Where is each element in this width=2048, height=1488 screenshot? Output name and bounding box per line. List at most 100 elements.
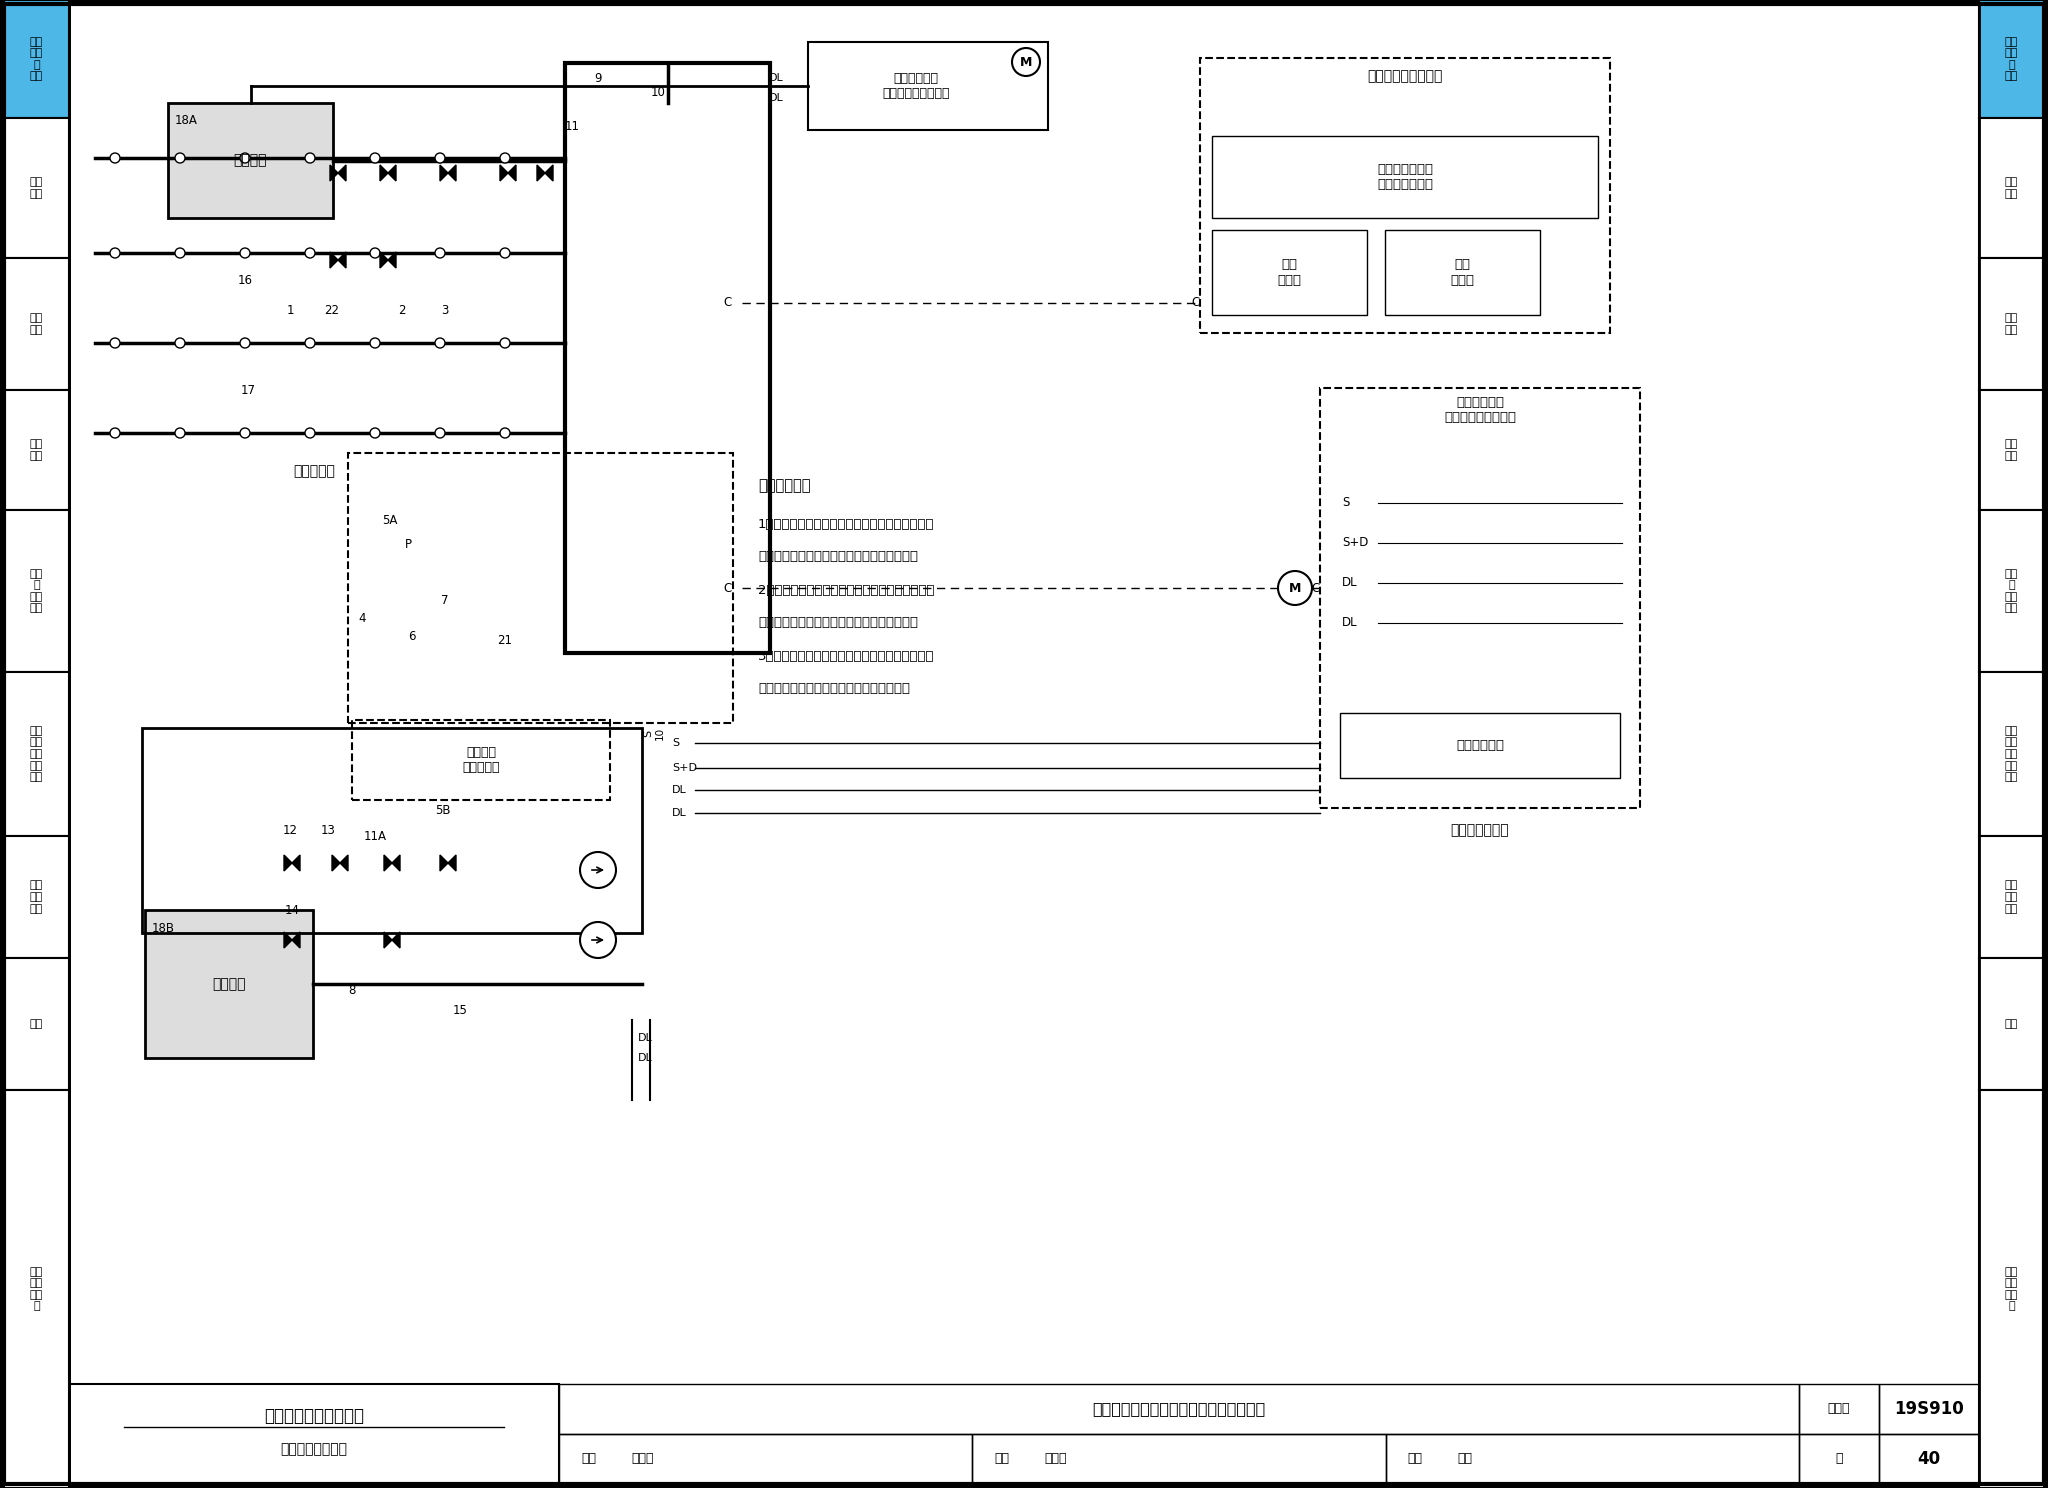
Bar <box>4 673 70 836</box>
Bar <box>973 1434 1386 1484</box>
Circle shape <box>240 248 250 257</box>
Text: 火灾报警控制器
及图形显示装置: 火灾报警控制器 及图形显示装置 <box>1376 164 1434 190</box>
Text: 喷头
布置: 喷头 布置 <box>31 439 43 461</box>
Text: 系统
类型
及
控制: 系统 类型 及 控制 <box>2005 37 2017 82</box>
Text: 莫慧: 莫慧 <box>1458 1452 1473 1466</box>
Text: 1．预作用系统（不充气单联锁），适用于准工作: 1．预作用系统（不充气单联锁），适用于准工作 <box>758 518 934 531</box>
Circle shape <box>174 429 184 437</box>
Circle shape <box>305 429 315 437</box>
Text: 附录: 附录 <box>2005 1019 2017 1030</box>
Text: 12: 12 <box>283 823 297 836</box>
Bar <box>348 452 733 723</box>
Polygon shape <box>385 931 399 948</box>
Bar <box>4 1091 70 1488</box>
Bar <box>4 0 70 118</box>
Text: 11: 11 <box>565 119 580 132</box>
Text: 2: 2 <box>397 304 406 317</box>
Text: 系统
组件: 系统 组件 <box>31 312 43 335</box>
Text: 15: 15 <box>453 1003 467 1016</box>
Text: 5A: 5A <box>383 513 397 527</box>
Bar <box>1321 388 1640 808</box>
Text: 机械应急启动: 机械应急启动 <box>1456 740 1503 751</box>
Text: 管道
及
水力
计算: 管道 及 水力 计算 <box>2005 568 2017 613</box>
Text: S+D: S+D <box>1341 537 1368 549</box>
Bar <box>1384 231 1540 315</box>
Circle shape <box>500 153 510 164</box>
Text: DL: DL <box>768 92 784 103</box>
Text: 附录: 附录 <box>31 1019 43 1030</box>
Text: 状态时严禁误喷或用于替代干式系统的场所。: 状态时严禁误喷或用于替代干式系统的场所。 <box>758 551 918 564</box>
Text: C: C <box>723 582 731 595</box>
Circle shape <box>305 338 315 348</box>
Text: 手动
控制盘: 手动 控制盘 <box>1278 259 1300 287</box>
Text: 消防泵房内设置: 消防泵房内设置 <box>1450 823 1509 836</box>
Text: 校对: 校对 <box>995 1452 1010 1466</box>
Circle shape <box>500 429 510 437</box>
Circle shape <box>305 153 315 164</box>
Polygon shape <box>381 251 395 268</box>
Circle shape <box>371 153 381 164</box>
Circle shape <box>580 923 616 958</box>
Text: 不充气单联锁，空压机控制同充气双联锁。: 不充气单联锁，空压机控制同充气双联锁。 <box>758 683 909 695</box>
Text: DL: DL <box>672 808 686 818</box>
Bar <box>4 958 70 1091</box>
Bar <box>809 42 1049 129</box>
Text: 供水
系统: 供水 系统 <box>2005 177 2017 199</box>
Text: 【设计提示】: 【设计提示】 <box>758 479 811 494</box>
Text: S: S <box>672 738 680 748</box>
Circle shape <box>111 248 121 257</box>
Text: 9: 9 <box>594 71 602 85</box>
Circle shape <box>240 429 250 437</box>
Polygon shape <box>285 856 299 870</box>
Circle shape <box>111 338 121 348</box>
Text: DL: DL <box>672 786 686 795</box>
Circle shape <box>371 248 381 257</box>
Text: 局部
应用
系统: 局部 应用 系统 <box>31 881 43 914</box>
Text: 系统
组件: 系统 组件 <box>2005 312 2017 335</box>
Text: 喷头
布置: 喷头 布置 <box>2005 439 2017 461</box>
Text: DL: DL <box>639 1033 653 1043</box>
Bar <box>1978 958 2044 1091</box>
Circle shape <box>371 429 381 437</box>
Text: 预作用系统组件示意图: 预作用系统组件示意图 <box>264 1408 365 1426</box>
Text: DL: DL <box>768 73 784 83</box>
Bar <box>145 911 313 1058</box>
Text: M: M <box>1288 582 1300 595</box>
Bar <box>565 62 770 653</box>
Text: C: C <box>1311 582 1319 595</box>
Text: 张淑英: 张淑英 <box>1044 1452 1067 1466</box>
Text: M: M <box>1020 55 1032 68</box>
Bar <box>4 836 70 958</box>
Polygon shape <box>332 856 348 870</box>
Text: 3: 3 <box>440 304 449 317</box>
Bar <box>1878 1434 1978 1484</box>
Circle shape <box>240 338 250 348</box>
Text: 联动
控制器: 联动 控制器 <box>1450 259 1475 287</box>
Text: 11A: 11A <box>362 829 387 842</box>
Text: DL: DL <box>1341 616 1358 629</box>
Text: 18B: 18B <box>152 921 174 934</box>
Bar <box>1978 1091 2044 1488</box>
Polygon shape <box>285 931 299 948</box>
Bar <box>559 1434 973 1484</box>
Bar <box>70 1384 559 1484</box>
Bar <box>1978 836 2044 958</box>
Text: 管道
及
水力
计算: 管道 及 水力 计算 <box>31 568 43 613</box>
Text: 21: 21 <box>498 634 512 646</box>
Text: 1: 1 <box>287 304 293 317</box>
Text: 相关
技术
资料
页: 相关 技术 资料 页 <box>2005 1266 2017 1311</box>
Text: 预作用装置: 预作用装置 <box>293 464 336 478</box>
Text: 马旭升: 马旭升 <box>631 1452 653 1466</box>
Circle shape <box>371 338 381 348</box>
Text: 13: 13 <box>322 823 336 836</box>
Polygon shape <box>440 165 457 182</box>
Text: 7: 7 <box>440 594 449 607</box>
Polygon shape <box>381 165 395 182</box>
Bar <box>1978 390 2044 510</box>
Circle shape <box>305 248 315 257</box>
Text: 2．本图集仅绘制了预作用系统临时高压有稳压泵: 2．本图集仅绘制了预作用系统临时高压有稳压泵 <box>758 583 934 597</box>
Circle shape <box>580 853 616 888</box>
Bar <box>1798 1434 1878 1484</box>
Text: 情况的图纸，其它情况参考本图集湿式系统。: 情况的图纸，其它情况参考本图集湿式系统。 <box>758 616 918 629</box>
Text: 防火
分隔
防护
冷却
系统: 防火 分隔 防护 冷却 系统 <box>2005 726 2017 783</box>
